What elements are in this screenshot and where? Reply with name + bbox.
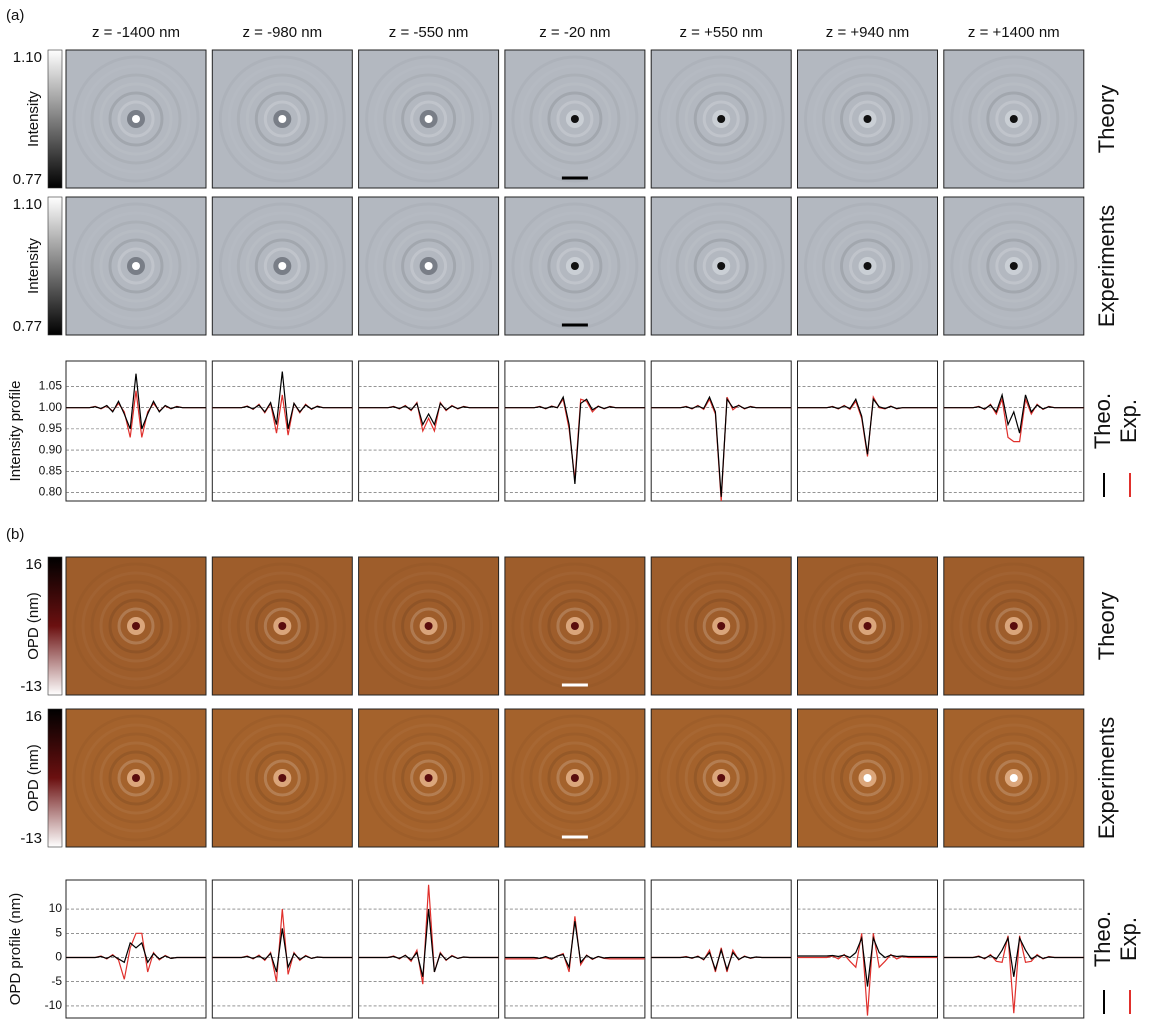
spot: [278, 262, 286, 270]
y-tick-label: 1.00: [39, 400, 63, 414]
spot: [1010, 262, 1018, 270]
column-header: z = -20 nm: [539, 24, 610, 41]
y-tick-label: 0: [55, 950, 62, 964]
plot-frame: [212, 361, 352, 501]
plot-frame: [798, 361, 938, 501]
colorbar-tick-label: 16: [25, 556, 42, 573]
y-tick-label: 5: [55, 925, 62, 939]
y-tick-label: -5: [51, 974, 62, 988]
y-tick-label: 0.90: [39, 442, 63, 456]
spot: [1010, 774, 1018, 782]
spot: [132, 115, 140, 123]
plot-frame: [66, 880, 206, 1018]
spot: [1010, 622, 1018, 630]
spot: [425, 262, 433, 270]
colorbar: [48, 709, 62, 847]
plot-frame: [944, 880, 1084, 1018]
colorbar-tick-label: 0.77: [13, 318, 42, 335]
spot: [717, 774, 725, 782]
legend-label: Theo.: [1090, 393, 1115, 449]
spot: [864, 262, 872, 270]
spot: [864, 622, 872, 630]
spot: [571, 262, 579, 270]
y-tick-label: 0.85: [39, 463, 63, 477]
colorbar-tick-label: 0.77: [13, 171, 42, 188]
row-label: Experiments: [1094, 717, 1119, 839]
column-header: z = -1400 nm: [92, 24, 180, 41]
spot: [571, 622, 579, 630]
colorbar-tick-label: -13: [20, 678, 42, 695]
row-label: Theory: [1094, 592, 1119, 660]
spot: [864, 774, 872, 782]
legend-label: Theo.: [1090, 911, 1115, 967]
y-tick-label: -10: [45, 998, 63, 1012]
column-header: z = -550 nm: [389, 24, 469, 41]
y-tick-label: 10: [49, 901, 63, 915]
spot: [278, 115, 286, 123]
y-tick-label: 0.95: [39, 421, 63, 435]
colorbar: [48, 557, 62, 695]
spot: [717, 115, 725, 123]
spot: [717, 622, 725, 630]
plot-frame: [651, 361, 791, 501]
spot: [132, 262, 140, 270]
colorbar-label: Intensity: [25, 238, 42, 294]
spot: [864, 115, 872, 123]
plot-frame: [505, 880, 645, 1018]
colorbar-tick-label: 1.10: [13, 196, 42, 213]
row-label: Experiments: [1094, 205, 1119, 327]
figure: (a) (b) z = -1400 nm z = -980 nm z = -550 …: [0, 0, 1150, 1022]
y-axis-label: OPD profile (nm): [7, 893, 24, 1006]
colorbar-tick-label: -13: [20, 830, 42, 847]
plot-frame: [798, 880, 938, 1018]
spot: [425, 115, 433, 123]
spot: [132, 774, 140, 782]
colorbar: [48, 50, 62, 188]
plot-frame: [359, 880, 499, 1018]
colorbar-label: OPD (nm): [25, 744, 42, 812]
plot-frame: [66, 361, 206, 501]
y-tick-label: 0.80: [39, 485, 63, 499]
y-tick-label: 1.05: [39, 379, 63, 393]
colorbar: [48, 197, 62, 335]
panel-label: (b): [6, 526, 24, 543]
spot: [425, 774, 433, 782]
panel-label: (a): [6, 7, 24, 24]
colorbar-tick-label: 1.10: [13, 49, 42, 66]
spot: [132, 622, 140, 630]
column-header: z = +1400 nm: [968, 24, 1060, 41]
spot: [425, 622, 433, 630]
colorbar-tick-label: 16: [25, 708, 42, 725]
spot: [278, 774, 286, 782]
legend-label: Exp.: [1116, 917, 1141, 961]
colorbar-label: Intensity: [25, 91, 42, 147]
spot: [717, 262, 725, 270]
spot: [571, 115, 579, 123]
column-header: z = -980 nm: [242, 24, 322, 41]
column-header: z = +550 nm: [680, 24, 763, 41]
spot: [1010, 115, 1018, 123]
colorbar-label: OPD (nm): [25, 592, 42, 660]
spot: [278, 622, 286, 630]
plot-frame: [212, 880, 352, 1018]
y-axis-label: Intensity profile: [7, 381, 24, 482]
plot-frame: [944, 361, 1084, 501]
column-header: z = +940 nm: [826, 24, 909, 41]
row-label: Theory: [1094, 85, 1119, 153]
spot: [571, 774, 579, 782]
legend-label: Exp.: [1116, 399, 1141, 443]
plot-frame: [359, 361, 499, 501]
